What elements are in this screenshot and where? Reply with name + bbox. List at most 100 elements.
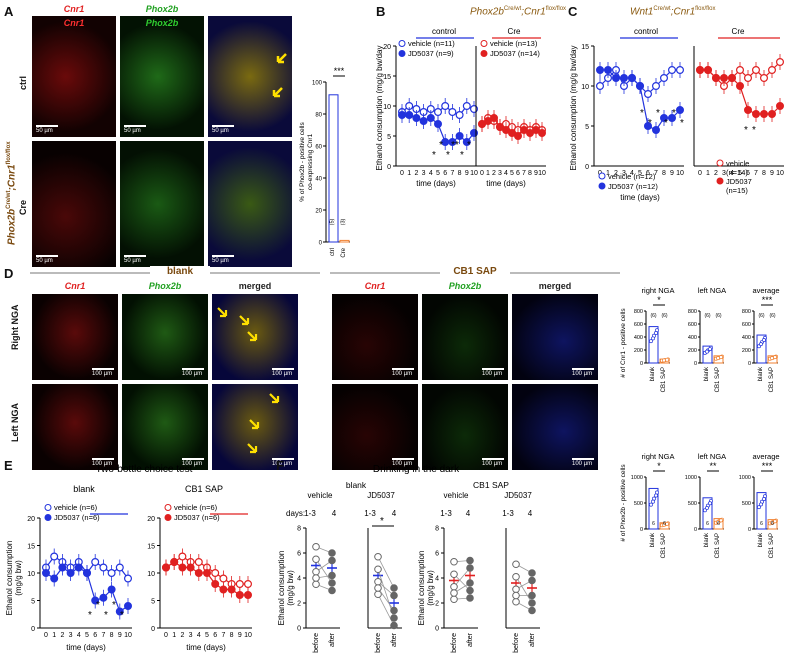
n-label: 6 (706, 521, 709, 527)
x-tick-label: Cre (341, 247, 347, 257)
y-tick-label: 5 (31, 599, 35, 606)
data-point (450, 557, 458, 566)
data-point (312, 542, 320, 551)
scale-bar: 100 µm (182, 458, 204, 467)
x-tick-label: before (513, 633, 520, 653)
data-point (705, 349, 709, 354)
y-tick-label: 1000 (685, 475, 697, 481)
data-point (433, 119, 442, 128)
data-point (433, 107, 442, 116)
x-tick-label: 4 (77, 632, 81, 639)
data-point (619, 73, 628, 82)
legend-marker (164, 504, 172, 511)
x-axis-label: time (days) (416, 179, 456, 188)
x-tick-label: 8 (110, 632, 114, 639)
scale-bar: 100 µm (272, 368, 294, 377)
n-label: 6 (771, 521, 774, 527)
data-point (426, 113, 435, 122)
d-micrograph: 100 µm (332, 294, 418, 380)
data-point (752, 65, 761, 74)
scale-bar: 100 µm (92, 458, 114, 467)
arrow (217, 307, 228, 318)
y-tick-label: 2 (297, 601, 301, 608)
data-point (99, 593, 108, 602)
data-point (82, 568, 91, 577)
data-point (762, 337, 766, 342)
data-point (667, 65, 676, 74)
scale-bar: 100 µm (272, 458, 294, 467)
x-tick-label: 10 (470, 170, 478, 177)
y-tick-label: 10 (581, 84, 589, 91)
x-tick-label: 6 (93, 632, 97, 639)
data-point (162, 563, 171, 572)
data-point (659, 73, 668, 82)
data-point (512, 560, 520, 569)
x-tick-label: 1 (706, 170, 710, 177)
data-point (466, 556, 474, 565)
y-tick-label: 400 (688, 335, 697, 341)
data-point (50, 552, 59, 561)
f-group-label: JD5037 (504, 491, 532, 500)
x-tick-label: 4 (730, 170, 734, 177)
scale-bar: 50 µm (124, 125, 146, 134)
legend-marker (716, 159, 724, 167)
scale-bar: 100 µm (392, 368, 414, 377)
data-point (776, 101, 785, 110)
y-tick-label: 200 (688, 348, 697, 354)
data-point (186, 563, 195, 572)
y-tick-label: 0 (694, 361, 697, 367)
data-point (512, 597, 520, 606)
x-tick-label: 5 (205, 632, 209, 639)
d-micrograph: 100 µm (422, 384, 508, 470)
label-cnr1: Cnr1 (63, 18, 85, 28)
data-point (712, 73, 721, 82)
data-point (390, 591, 398, 600)
data-point (665, 521, 669, 526)
data-point (528, 599, 536, 607)
data-point (675, 65, 684, 74)
x-tick-label: 3 (189, 632, 193, 639)
data-point (719, 355, 723, 360)
data-point (635, 81, 644, 90)
data-point (194, 557, 203, 566)
x-tick-label: 0 (698, 170, 702, 177)
data-point (99, 563, 108, 572)
data-point (466, 579, 474, 587)
n-label: (3) (341, 218, 347, 225)
significance-label: * (657, 461, 661, 471)
legend-label: JD5037 (726, 177, 752, 186)
x-tick-label: 10 (124, 632, 132, 639)
bar (648, 326, 659, 364)
legend-label: JD5037 (n=6) (174, 513, 220, 522)
d-micrograph: 100 µm (122, 384, 208, 470)
data-point (374, 590, 382, 599)
legend-marker (480, 50, 488, 57)
x-tick-label: 9 (465, 170, 469, 177)
x-tick-label: CB1 SAP (661, 533, 667, 558)
d-cb1sap-header: CB1 SAP (440, 266, 510, 277)
a-col-cnr1: Cnr1 (63, 4, 85, 14)
e-title: Two-bottle choice test (96, 464, 193, 475)
y-tick-label: 2 (435, 601, 439, 608)
x-tick-label: 10 (676, 170, 684, 177)
data-point (728, 73, 737, 82)
x-tick-label: 6 (443, 170, 447, 177)
data-point (651, 336, 655, 341)
y-tick-label: 600 (634, 322, 643, 328)
micrograph-a-merged-cre: 50 µm (208, 141, 292, 267)
y-axis-label: (mg/g bw) (286, 570, 295, 606)
data-point (528, 569, 536, 577)
n-label: (6) (769, 313, 775, 319)
data-point (312, 567, 320, 576)
significance-label: * (640, 108, 644, 119)
scale-bar: 100 µm (572, 458, 594, 467)
x-axis-label: time (days) (186, 643, 226, 652)
data-point (312, 580, 320, 589)
x-tick-label: CB1 SAP (661, 367, 667, 392)
y-tick-label: 0 (31, 626, 35, 633)
x-tick-label: 4 (197, 632, 201, 639)
y-tick-label: 60 (315, 145, 322, 151)
data-point (450, 582, 458, 591)
y-tick-label: 15 (383, 74, 391, 81)
data-point (374, 565, 382, 574)
